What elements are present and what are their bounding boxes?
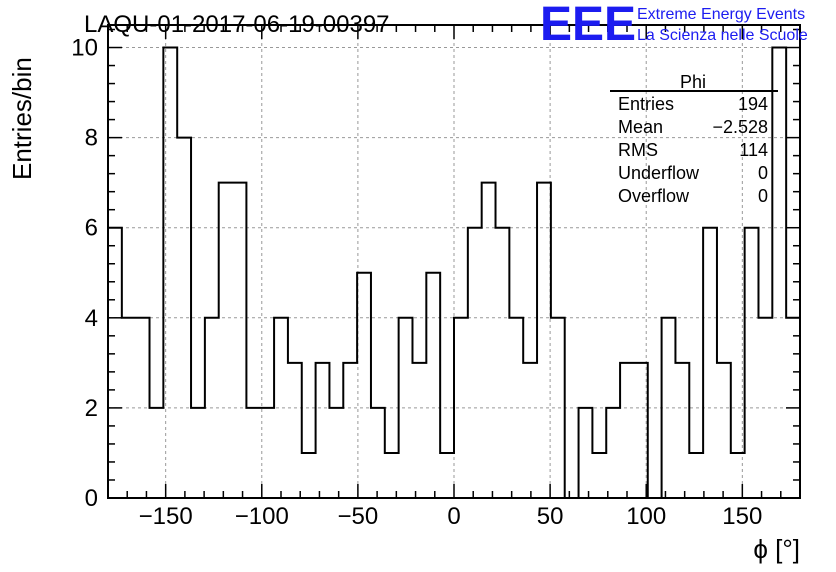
x-tick-label: −50	[338, 503, 379, 530]
y-axis: 0 2 4 6 8 10	[71, 28, 800, 512]
y-tick-label: 8	[85, 125, 98, 152]
x-tick-label: 100	[626, 503, 666, 530]
x-tick-label: 0	[447, 503, 460, 530]
y-axis-title: Entries/bin	[7, 57, 37, 180]
logo-line-2: La Scienza nelle Scuole	[637, 27, 808, 44]
x-tick-label: −150	[139, 503, 193, 530]
x-tick-label: 150	[722, 503, 762, 530]
x-tick-label: 50	[537, 503, 564, 530]
stats-row-value: 194	[738, 94, 768, 114]
logo-mark: EEE	[540, 0, 636, 51]
x-tick-label: −100	[235, 503, 289, 530]
y-tick-label: 6	[85, 215, 98, 242]
stats-row-value: −2.528	[712, 117, 768, 137]
stats-row-label: Entries	[618, 94, 674, 114]
stats-row-label: Overflow	[618, 186, 690, 206]
x-axis: −150 −100 −50 0 50 100 150	[107, 25, 801, 530]
eee-logo: EEE Extreme Energy Events La Scienza nel…	[540, 0, 808, 51]
y-tick-label: 4	[85, 305, 98, 332]
histogram-series	[107, 46, 801, 499]
stats-row-value: 0	[758, 163, 768, 183]
stats-row-label: Mean	[618, 117, 663, 137]
stats-title: Phi	[680, 72, 706, 92]
y-tick-label: 2	[85, 395, 98, 422]
stats-rows: Entries 194 Mean −2.528 RMS 114 Underflow 0 Over…	[618, 94, 768, 206]
logo-line-1: Extreme Energy Events	[637, 6, 805, 23]
stats-row-label: RMS	[618, 140, 658, 160]
x-axis-title: ϕ [°]	[753, 534, 800, 564]
y-tick-label: 10	[71, 35, 98, 62]
stats-row-value: 114	[739, 140, 768, 160]
stats-row-label: Underflow	[618, 163, 700, 183]
stats-row-value: 0	[758, 186, 768, 206]
stats-box: Phi Entries 194 Mean −2.528 RMS 114 Underflow 0…	[610, 72, 778, 206]
chart-title: LAQU-01-2017-06-19-00397	[84, 11, 390, 38]
y-tick-label: 0	[85, 485, 98, 512]
